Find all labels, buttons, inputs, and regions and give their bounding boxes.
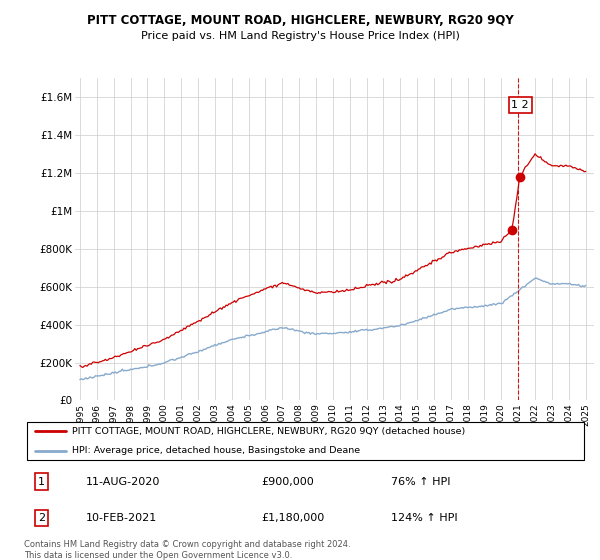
Text: 1 2: 1 2 [511,100,529,110]
Text: PITT COTTAGE, MOUNT ROAD, HIGHCLERE, NEWBURY, RG20 9QY: PITT COTTAGE, MOUNT ROAD, HIGHCLERE, NEW… [86,14,514,27]
Text: 124% ↑ HPI: 124% ↑ HPI [391,513,457,523]
Text: 76% ↑ HPI: 76% ↑ HPI [391,477,450,487]
FancyBboxPatch shape [27,422,584,460]
Text: 1: 1 [38,477,45,487]
Text: Price paid vs. HM Land Registry's House Price Index (HPI): Price paid vs. HM Land Registry's House … [140,31,460,41]
Text: £1,180,000: £1,180,000 [261,513,324,523]
Text: 10-FEB-2021: 10-FEB-2021 [86,513,157,523]
Text: Contains HM Land Registry data © Crown copyright and database right 2024.
This d: Contains HM Land Registry data © Crown c… [24,540,350,560]
Text: 11-AUG-2020: 11-AUG-2020 [86,477,160,487]
Text: PITT COTTAGE, MOUNT ROAD, HIGHCLERE, NEWBURY, RG20 9QY (detached house): PITT COTTAGE, MOUNT ROAD, HIGHCLERE, NEW… [72,427,465,436]
Text: £900,000: £900,000 [261,477,314,487]
Text: 2: 2 [38,513,45,523]
Text: HPI: Average price, detached house, Basingstoke and Deane: HPI: Average price, detached house, Basi… [72,446,360,455]
